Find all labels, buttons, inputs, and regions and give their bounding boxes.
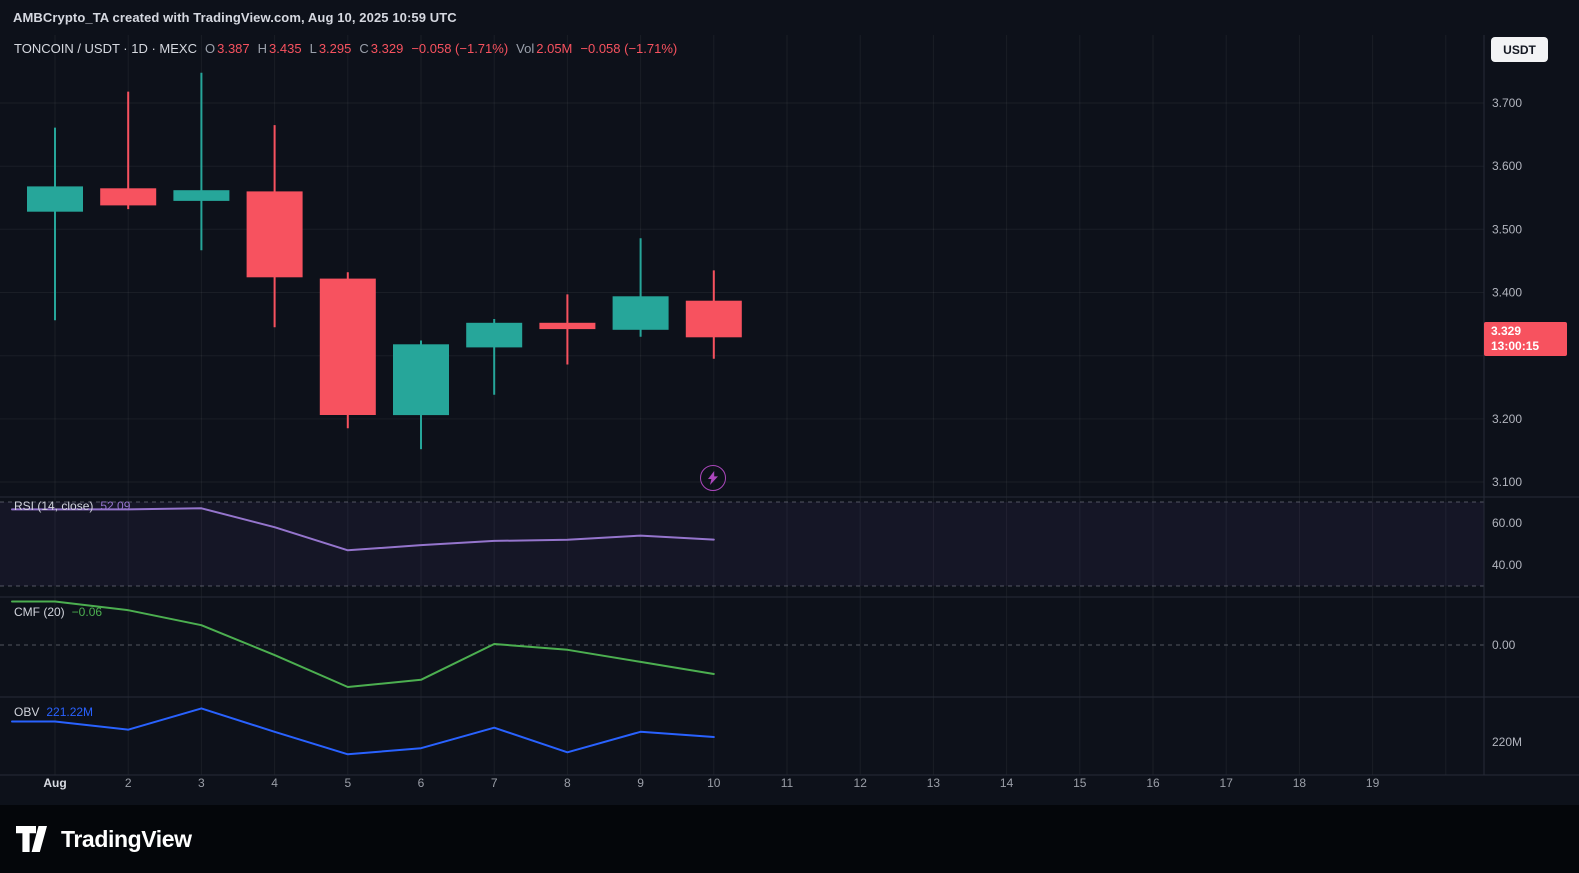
candle-body[interactable] (466, 322, 523, 348)
obv-title[interactable]: OBV (14, 705, 40, 719)
candle-body[interactable] (393, 344, 449, 416)
flash-event-icon[interactable] (700, 465, 726, 491)
attribution-text: AMBCrypto_TA created with TradingView.co… (13, 10, 457, 25)
candle-body[interactable] (612, 296, 669, 330)
candle-body[interactable] (685, 300, 742, 338)
rsi-band-fill (0, 502, 1484, 586)
cmf-title[interactable]: CMF (20) (14, 605, 65, 619)
price-tick-label[interactable]: 3.400 (1492, 286, 1522, 300)
time-axis-label[interactable]: 13 (927, 776, 941, 790)
time-axis-label[interactable]: 5 (344, 776, 351, 790)
time-axis-label[interactable]: 12 (854, 776, 868, 790)
chart-canvas[interactable]: 3.7003.6003.5003.4003.2003.10060.0040.00… (0, 35, 1579, 805)
price-tick-label[interactable]: 3.600 (1492, 159, 1522, 173)
open-label: O (204, 41, 216, 56)
rsi-tick-label[interactable]: 40.00 (1492, 558, 1522, 572)
time-axis-label[interactable]: 18 (1293, 776, 1307, 790)
chart-area: 3.700 3.600 3.500 3.400 3.200 3.100 60.00 40.00… (0, 35, 1579, 805)
time-axis-label[interactable]: 2 (125, 776, 132, 790)
low-label: L (309, 41, 317, 56)
candle-body[interactable] (539, 322, 596, 330)
rsi-legend[interactable]: RSI (14, close) 52.09 (14, 499, 130, 513)
time-axis-label[interactable]: 16 (1146, 776, 1160, 790)
ohlc-close: C 3.329 (359, 41, 403, 56)
time-axis-label[interactable]: 4 (271, 776, 278, 790)
symbol-legend[interactable]: TONCOIN / USDT · 1D · MEXC O 3.387 H 3.435… (14, 41, 677, 56)
high-value: 3.435 (269, 41, 302, 56)
time-axis-label[interactable]: 6 (418, 776, 425, 790)
time-axis-label[interactable]: 7 (491, 776, 498, 790)
currency-toggle-button[interactable]: USDT (1491, 37, 1548, 62)
tradingview-wordmark: TradingView (61, 825, 192, 852)
candle-body[interactable] (246, 191, 303, 278)
volume: Vol 2.05M (516, 41, 572, 56)
price-tick-label[interactable]: 3.700 (1492, 96, 1522, 110)
tradingview-logo[interactable]: TradingView (16, 825, 192, 853)
attribution-bar: AMBCrypto_TA created with TradingView.co… (0, 0, 1579, 35)
obv-line[interactable] (11, 707, 715, 756)
time-axis-label[interactable]: 17 (1220, 776, 1234, 790)
high-label: H (257, 41, 268, 56)
time-axis-label[interactable]: 10 (707, 776, 721, 790)
time-axis-label[interactable]: 8 (564, 776, 571, 790)
rsi-line[interactable] (11, 507, 715, 552)
low-value: 3.295 (318, 41, 352, 56)
obv-legend[interactable]: OBV 221.22M (14, 705, 93, 719)
rsi-value: 52.09 (100, 499, 131, 513)
time-axis-label[interactable]: Aug (43, 776, 66, 790)
price-tick-label[interactable]: 3.200 (1492, 412, 1522, 426)
open-value: 3.387 (217, 41, 250, 56)
volume-value: 2.05M (536, 41, 573, 56)
close-label: C (359, 41, 369, 56)
candle-body[interactable] (319, 278, 376, 415)
volume-label: Vol (516, 41, 535, 56)
last-price-label: 3.329 13:00:15 (1484, 322, 1567, 356)
close-value: 3.329 (370, 41, 404, 56)
cmf-legend[interactable]: CMF (20) −0.06 (14, 605, 102, 619)
lightning-bolt-icon (708, 471, 718, 485)
price-tick-label[interactable]: 3.100 (1492, 475, 1522, 489)
tradingview-logo-icon (16, 825, 47, 852)
time-axis-label[interactable]: 14 (1000, 776, 1014, 790)
price-tick-label[interactable]: 3.500 (1492, 222, 1522, 236)
obv-value: 221.22M (46, 705, 94, 719)
candle-body[interactable] (27, 186, 83, 212)
time-axis-label[interactable]: 3 (198, 776, 205, 790)
ohlc-high: H 3.435 (258, 41, 302, 56)
rsi-tick-label[interactable]: 60.00 (1492, 516, 1522, 530)
ohlc-low: L 3.295 (310, 41, 352, 56)
change-value: −0.058 (−1.71%) (411, 41, 509, 56)
obv-tick-label[interactable]: 220M (1492, 735, 1522, 749)
time-axis-label[interactable]: 19 (1366, 776, 1380, 790)
time-axis-label[interactable]: 11 (781, 776, 794, 790)
candle-body[interactable] (173, 190, 230, 201)
cmf-line[interactable] (11, 600, 715, 688)
candle-body[interactable] (100, 188, 157, 206)
cmf-tick-label[interactable]: 0.00 (1492, 638, 1516, 652)
symbol-title[interactable]: TONCOIN / USDT · 1D · MEXC (14, 41, 197, 56)
time-axis-label[interactable]: 15 (1073, 776, 1087, 790)
rsi-title[interactable]: RSI (14, close) (14, 499, 94, 513)
cmf-value: −0.06 (71, 605, 103, 619)
volume-change-value: −0.058 (−1.71%) (580, 41, 678, 56)
bar-countdown: 13:00:15 (1491, 339, 1540, 353)
ohlc-open: O 3.387 (205, 41, 250, 56)
last-price-value: 3.329 (1491, 324, 1522, 338)
footer-bar: TradingView (0, 805, 1579, 873)
time-axis-label[interactable]: 9 (637, 776, 644, 790)
